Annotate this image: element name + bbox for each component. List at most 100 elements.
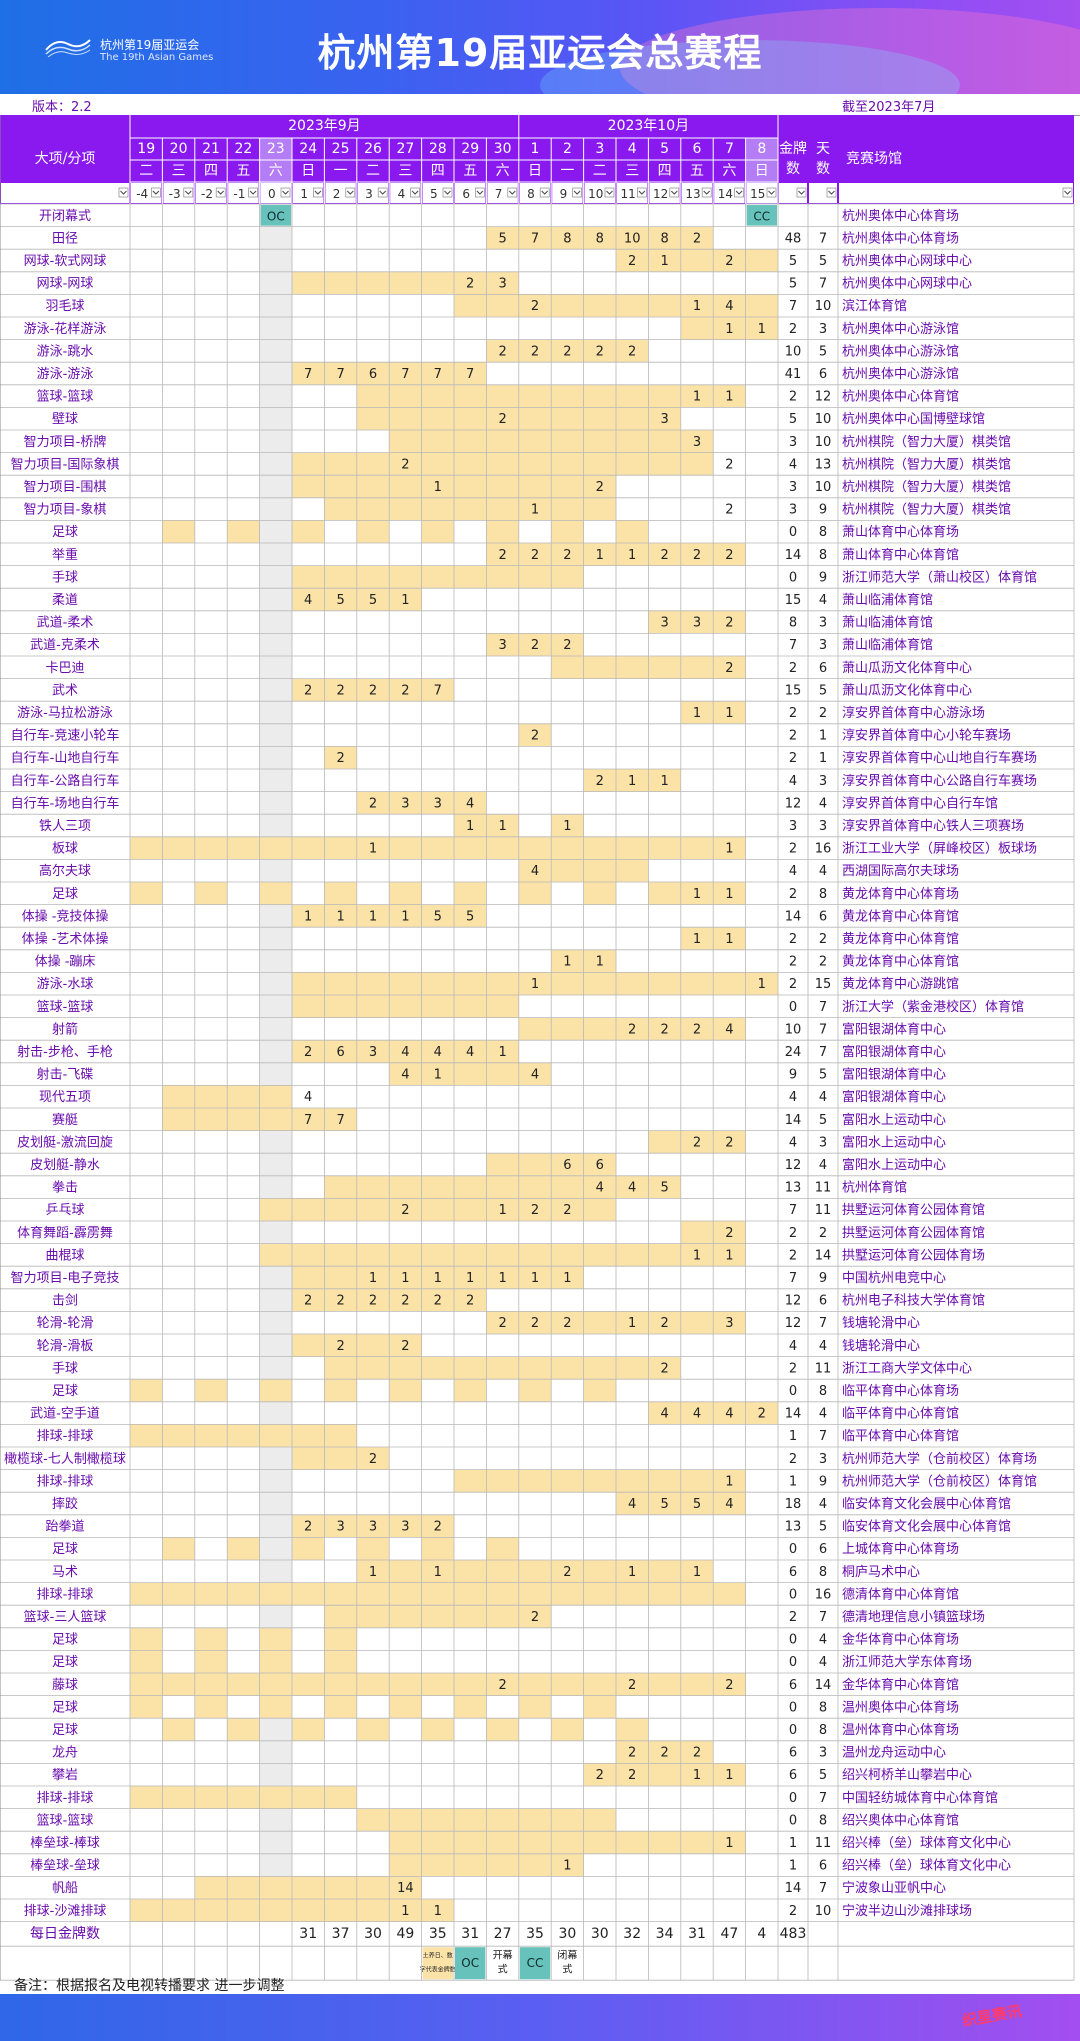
- competition-day-cell: [421, 1560, 454, 1583]
- weekend-cell: [259, 1017, 292, 1041]
- competition-day-cell: [389, 1514, 422, 1538]
- gold-medal-count: 2: [466, 277, 474, 292]
- days-count: 5: [819, 1768, 827, 1783]
- filter-dropdown-icon: [796, 187, 807, 198]
- col-header-days: 数: [816, 161, 830, 177]
- event-name: 排球-排球: [37, 1474, 94, 1489]
- competition-day-cell: [648, 656, 681, 679]
- competition-day-cell: [356, 362, 390, 385]
- venue-name: 杭州棋院（智力大厦）棋类馆: [842, 480, 1011, 495]
- gold-medal-count: 7: [466, 367, 474, 382]
- gold-medal-count: 2: [758, 1407, 766, 1422]
- chevron-down-icon: [184, 190, 192, 195]
- event-name: 射箭: [52, 1021, 78, 1037]
- competition-day-cell: [486, 1537, 519, 1560]
- gold-total: 14: [785, 1881, 802, 1896]
- weekday-label: 三: [625, 163, 639, 179]
- competition-day-cell: [486, 836, 519, 860]
- competition-day-cell: [518, 1153, 552, 1176]
- competition-day-cell: [486, 271, 519, 295]
- competition-day-cell: [324, 1695, 357, 1719]
- competition-day-cell: [551, 1560, 584, 1583]
- competition-day-cell: [356, 1582, 390, 1606]
- weekend-cell: [259, 1853, 292, 1877]
- competition-day-cell: [713, 1401, 746, 1425]
- days-count: 4: [819, 1407, 827, 1422]
- competition-day-cell: [389, 588, 422, 611]
- competition-day-cell: [389, 1198, 422, 1221]
- gold-total: 0: [789, 1655, 797, 1670]
- event-name: 板球: [52, 842, 78, 857]
- weekend-cell: [259, 972, 292, 995]
- competition-day-cell: [745, 1401, 778, 1425]
- daily-gold-count: 31: [461, 1926, 479, 1942]
- competition-day-cell: [421, 452, 454, 476]
- competition-day-cell: [389, 678, 422, 702]
- competition-day-cell: [518, 1266, 552, 1289]
- competition-day-cell: [518, 1017, 552, 1041]
- competition-day-cell: [518, 294, 552, 317]
- competition-day-cell: [486, 497, 519, 521]
- competition-day-cell: [162, 1673, 195, 1696]
- competition-day-cell: [130, 1695, 163, 1719]
- event-name: 篮球-篮球: [37, 1000, 94, 1015]
- competition-day-cell: [518, 972, 552, 995]
- filter-dropdown-icon: [248, 187, 258, 198]
- chevron-down-icon: [798, 190, 805, 195]
- venue-name: 淳安界首体育中心铁人三项赛场: [842, 818, 1024, 834]
- competition-day-cell: [583, 1311, 616, 1334]
- competition-day-cell: [551, 1808, 584, 1832]
- daily-gold-count: 30: [591, 1926, 609, 1942]
- event-name: 自行车-场地自行车: [11, 795, 120, 811]
- competition-day-cell: [518, 859, 552, 882]
- event-name: 足球: [52, 1723, 78, 1738]
- gold-medal-count: 2: [401, 683, 409, 698]
- competition-day-cell: [583, 1175, 616, 1199]
- competition-day-cell: [551, 1853, 584, 1877]
- gold-medal-count: 2: [725, 503, 733, 518]
- competition-day-cell: [713, 972, 746, 995]
- competition-day-cell: [292, 995, 325, 1018]
- filter-dropdown-icon: [539, 187, 550, 198]
- days-count: 4: [819, 1090, 827, 1105]
- gold-total: 15: [785, 593, 802, 608]
- competition-day-cell: [518, 1379, 552, 1402]
- chevron-down-icon: [249, 190, 257, 195]
- competition-day-cell: [551, 836, 584, 860]
- day-index-label: 0: [268, 187, 276, 201]
- competition-day-cell: [648, 610, 681, 634]
- competition-day-cell: [454, 1853, 487, 1877]
- competition-day-cell: [648, 1560, 681, 1583]
- competition-day-cell: [583, 1356, 616, 1380]
- gold-medal-count: 2: [369, 796, 377, 811]
- competition-day-cell: [486, 1356, 519, 1380]
- day-index-label: 9: [560, 187, 568, 201]
- competition-day-cell: [421, 1243, 454, 1267]
- days-count: 4: [819, 1655, 827, 1670]
- competition-day-cell: [518, 1831, 552, 1854]
- competition-day-cell: [518, 475, 552, 498]
- weekend-cell: [259, 407, 292, 430]
- competition-day-cell: [616, 294, 649, 317]
- days-count: 8: [819, 548, 827, 563]
- gold-total: 3: [789, 503, 797, 518]
- day-index-label: 13: [685, 187, 700, 201]
- days-count: 16: [815, 1587, 832, 1602]
- days-count: 7: [819, 1429, 827, 1444]
- day-index-label: 6: [462, 187, 470, 201]
- competition-day-cell: [421, 1718, 454, 1741]
- competition-day-cell: [680, 384, 714, 408]
- competition-day-cell: [648, 1243, 681, 1267]
- competition-day-cell: [324, 1424, 357, 1447]
- gold-medal-count: 2: [725, 254, 733, 269]
- chevron-down-icon: [828, 190, 835, 195]
- competition-day-cell: [292, 1582, 325, 1606]
- gold-total: 5: [789, 254, 797, 269]
- competition-day-cell: [486, 384, 519, 408]
- gold-total: 0: [789, 525, 797, 540]
- venue-name: 温州体育中心体育场: [842, 1722, 959, 1738]
- competition-day-cell: [680, 452, 714, 476]
- competition-day-cell: [486, 475, 519, 498]
- gold-medal-count: 4: [531, 864, 539, 879]
- days-count: 7: [819, 1610, 827, 1625]
